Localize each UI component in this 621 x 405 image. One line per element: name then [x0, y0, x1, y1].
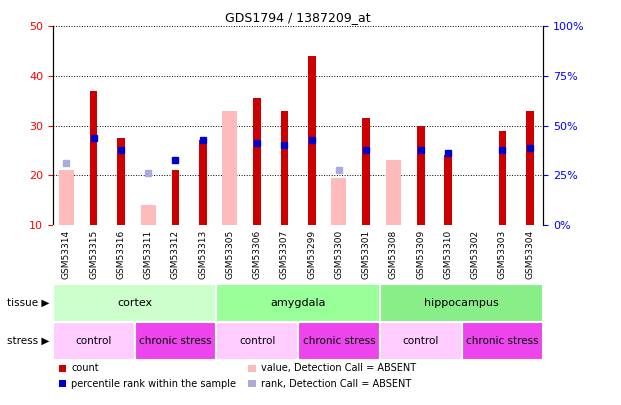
Bar [53, 322, 135, 360]
Text: value, Detection Call = ABSENT: value, Detection Call = ABSENT [261, 363, 416, 373]
Text: GSM53311: GSM53311 [143, 230, 153, 279]
Text: percentile rank within the sample: percentile rank within the sample [71, 379, 236, 388]
Text: GSM53299: GSM53299 [307, 230, 316, 279]
Text: chronic stress: chronic stress [139, 336, 212, 346]
Bar [222, 111, 237, 225]
Text: chronic stress: chronic stress [302, 336, 375, 346]
Text: GSM53310: GSM53310 [443, 230, 453, 279]
Text: GSM53307: GSM53307 [280, 230, 289, 279]
Text: stress ▶: stress ▶ [7, 336, 50, 346]
Bar [461, 322, 543, 360]
Text: chronic stress: chronic stress [466, 336, 539, 346]
Text: GSM53316: GSM53316 [116, 230, 125, 279]
Text: GSM53308: GSM53308 [389, 230, 398, 279]
Text: tissue ▶: tissue ▶ [7, 298, 50, 308]
Text: GSM53303: GSM53303 [498, 230, 507, 279]
Text: GSM53313: GSM53313 [198, 230, 207, 279]
Bar [526, 111, 533, 225]
Bar [281, 111, 288, 225]
Bar [53, 284, 216, 322]
Title: GDS1794 / 1387209_at: GDS1794 / 1387209_at [225, 11, 371, 24]
Bar [308, 56, 315, 225]
Bar [216, 284, 380, 322]
Text: GSM53312: GSM53312 [171, 230, 180, 279]
Text: GSM53304: GSM53304 [525, 230, 534, 279]
Bar [417, 126, 425, 225]
Bar [499, 130, 506, 225]
Bar [380, 284, 543, 322]
Bar [141, 205, 156, 225]
Text: GSM53305: GSM53305 [225, 230, 235, 279]
Bar [90, 91, 97, 225]
Text: GSM53300: GSM53300 [335, 230, 343, 279]
Bar [253, 98, 261, 225]
Text: control: control [402, 336, 439, 346]
Text: hippocampus: hippocampus [424, 298, 499, 308]
Bar [298, 322, 380, 360]
Bar [444, 155, 452, 225]
Text: GSM53302: GSM53302 [471, 230, 480, 279]
Bar [117, 138, 125, 225]
Bar [386, 160, 401, 225]
Text: GSM53315: GSM53315 [89, 230, 98, 279]
Bar [135, 322, 216, 360]
Bar [380, 322, 461, 360]
Text: control: control [239, 336, 275, 346]
Bar [363, 118, 370, 225]
Text: GSM53301: GSM53301 [361, 230, 371, 279]
Bar [171, 170, 179, 225]
Text: GSM53314: GSM53314 [62, 230, 71, 279]
Text: GSM53309: GSM53309 [416, 230, 425, 279]
Bar [216, 322, 298, 360]
Text: rank, Detection Call = ABSENT: rank, Detection Call = ABSENT [261, 379, 411, 388]
Bar [199, 141, 207, 225]
Text: control: control [76, 336, 112, 346]
Bar [332, 178, 347, 225]
Text: count: count [71, 363, 99, 373]
Text: GSM53306: GSM53306 [253, 230, 261, 279]
Text: cortex: cortex [117, 298, 152, 308]
Bar [59, 170, 74, 225]
Text: amygdala: amygdala [270, 298, 326, 308]
